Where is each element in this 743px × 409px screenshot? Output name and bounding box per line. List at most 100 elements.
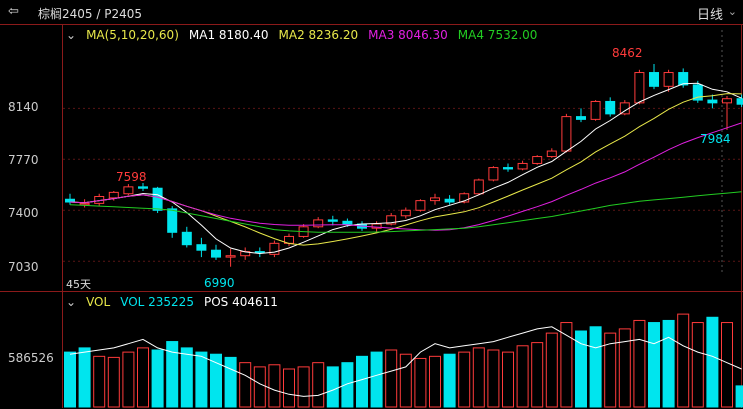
candle-body <box>649 72 659 87</box>
volume-bar <box>239 362 252 408</box>
volume-bar <box>531 342 544 408</box>
volume-bar <box>64 351 76 408</box>
chart-frame <box>62 24 742 408</box>
candle-body <box>517 162 528 170</box>
volume-bar <box>210 353 222 408</box>
chevron-down-icon[interactable]: ⌄ <box>727 5 737 18</box>
ma3-line <box>69 122 742 231</box>
candle-body <box>225 255 236 258</box>
candle-body <box>430 197 440 202</box>
candle-body <box>79 202 90 206</box>
volume-bar <box>662 319 675 408</box>
volume-bar <box>516 345 529 408</box>
candle-body <box>269 242 280 255</box>
volume-bar <box>122 351 135 408</box>
candle-body <box>707 99 718 104</box>
volume-bar <box>443 353 456 408</box>
volume-bar <box>399 353 412 408</box>
volume-bar <box>297 366 310 408</box>
candle-body <box>138 186 148 189</box>
pos-value: POS 404611 <box>203 295 278 309</box>
position-line <box>69 326 742 397</box>
candle-body <box>678 72 689 86</box>
volume-bar <box>107 356 120 408</box>
candle-body <box>313 219 324 228</box>
candle-body <box>692 84 703 101</box>
ma3-value: MA3 8046.30 <box>368 28 448 42</box>
price-tick-label: 8140 <box>8 100 39 114</box>
price-tick-label: 7400 <box>8 206 39 220</box>
candle-body <box>123 186 134 195</box>
ma2-value: MA2 8236.20 <box>278 28 359 42</box>
period-selector[interactable]: 日线 <box>696 8 723 23</box>
volume-bar <box>326 366 339 408</box>
ma1-value: MA1 8180.40 <box>188 28 269 42</box>
volume-bar <box>385 349 398 408</box>
title-bar: ⇦ 棕榈2405 / P2405 日线 ⌄ <box>0 0 743 24</box>
volume-bar <box>93 355 106 408</box>
right-low-label: 7984 <box>700 132 731 146</box>
candle-body <box>444 198 455 203</box>
vol-label[interactable]: VOL <box>86 295 111 309</box>
candle-body <box>532 156 543 164</box>
volume-bar <box>502 351 514 408</box>
candle-body <box>327 219 338 222</box>
volume-bar <box>545 332 558 408</box>
volume-tick-label: 586526 <box>8 351 54 365</box>
ma1-line <box>69 82 742 255</box>
price-tick-label: 7030 <box>8 260 39 274</box>
volume-bar <box>575 330 587 408</box>
volume-bar <box>283 368 295 408</box>
volume-bar <box>735 385 743 408</box>
ma-legend: ⌄ MA(5,10,20,60) MA1 8180.40 MA2 8236.20 MA3… <box>66 28 547 42</box>
volume-bar <box>604 332 617 408</box>
candle-body <box>211 249 221 258</box>
volume-bar <box>137 347 149 408</box>
candle-body <box>181 231 192 246</box>
ma-params[interactable]: MA(5,10,20,60) <box>86 28 179 42</box>
back-arrow-icon[interactable]: ⇦ <box>8 4 19 19</box>
volume-bar <box>691 322 704 408</box>
volume-bar <box>166 341 179 408</box>
high-price-label: 8462 <box>612 46 643 60</box>
candle-body <box>503 167 513 170</box>
volume-bar <box>589 326 602 408</box>
days-count-label: 45天 <box>66 278 91 291</box>
candle-body <box>152 187 163 211</box>
volume-bar <box>648 322 660 408</box>
low-price-label: 6990 <box>204 276 235 290</box>
local-high-label: 7598 <box>116 170 147 184</box>
candle-body <box>400 209 411 217</box>
panel-divider <box>0 291 743 292</box>
chevron-down-icon[interactable]: ⌄ <box>66 295 77 309</box>
volume-bar <box>414 357 427 408</box>
instrument-title: 棕榈2405 / P2405 <box>38 7 142 21</box>
volume-bar <box>312 362 325 408</box>
volume-bar <box>487 349 500 408</box>
ma4-line <box>69 191 742 233</box>
candle-body <box>722 98 732 104</box>
candle-body <box>546 150 557 158</box>
volume-bar <box>706 316 719 408</box>
candle-body <box>576 116 586 120</box>
volume-bar <box>429 355 441 408</box>
volume-bar <box>458 351 471 408</box>
volume-bar <box>633 319 646 408</box>
volume-bar <box>224 356 237 408</box>
ma4-value: MA4 7532.00 <box>457 28 538 42</box>
price-tick-label: 7770 <box>8 153 39 167</box>
volume-bar <box>356 355 368 408</box>
vol-legend: ⌄ VOL VOL 235225 POS 404611 <box>66 295 288 309</box>
volume-bar <box>253 366 266 408</box>
volume-bar <box>618 328 631 408</box>
candle-body <box>254 251 265 254</box>
volume-bar <box>195 351 208 408</box>
volume-bar <box>370 351 383 408</box>
candle-body <box>736 98 743 105</box>
candle-body <box>634 72 645 104</box>
volume-bar <box>677 313 690 408</box>
volume-bar <box>151 349 164 408</box>
vol-value: VOL 235225 <box>120 295 194 309</box>
chevron-down-icon[interactable]: ⌄ <box>66 28 77 42</box>
